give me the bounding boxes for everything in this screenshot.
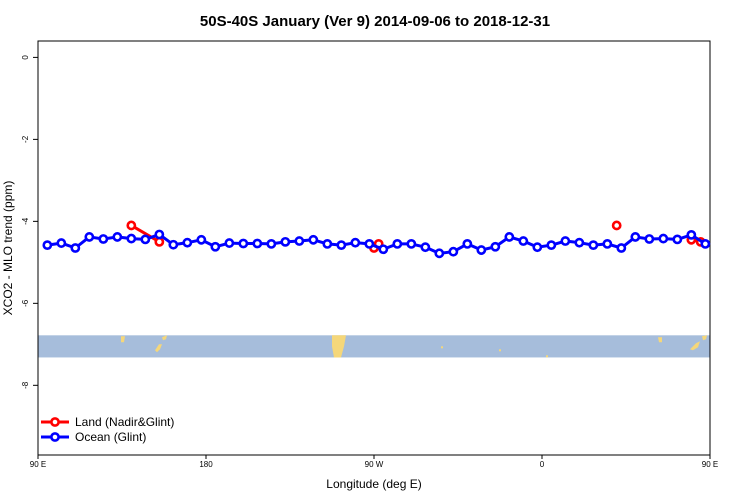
x-axis-label: Longitude (deg E): [326, 477, 421, 491]
y-axis-label: XCO2 - MLO trend (ppm): [1, 181, 15, 316]
ocean-point: [350, 237, 361, 248]
land-patch: [162, 335, 167, 341]
ocean-point: [406, 239, 417, 249]
ocean-point: [210, 241, 221, 252]
ocean-point: [84, 232, 95, 242]
land-patch: [121, 336, 125, 343]
ocean-point: [56, 238, 67, 248]
ocean-point: [532, 242, 543, 253]
ocean-point: [42, 240, 53, 251]
ocean-point: [658, 233, 669, 244]
ocean-point: [392, 239, 403, 249]
x-tick-label: 90 E: [30, 460, 46, 469]
ocean-point: [294, 236, 305, 246]
y-axis: 0 -2 -4 -6 -8: [21, 55, 38, 389]
y-tick-label: -8: [21, 381, 30, 389]
y-tick-label: -2: [21, 135, 30, 143]
x-axis: 90 E 180 90 W 0 90 E: [30, 455, 718, 469]
ocean-point: [476, 245, 487, 255]
land-patch: [690, 341, 700, 351]
land-patch: [702, 335, 707, 341]
ocean-point: [602, 239, 613, 249]
ocean-point: [490, 241, 501, 252]
ocean-point: [238, 238, 249, 249]
ocean-point: [266, 239, 277, 249]
ocean-point: [140, 234, 151, 245]
ocean-point: [616, 243, 627, 253]
ocean-point: [112, 232, 123, 242]
ocean-point: [462, 239, 473, 249]
ocean-point: [630, 232, 641, 242]
legend-marker: [50, 432, 60, 442]
ocean-point: [308, 234, 319, 245]
series-lines: [42, 220, 711, 259]
ocean-point: [154, 229, 165, 240]
x-tick-label: 90 W: [365, 460, 384, 469]
ocean-point: [560, 236, 571, 246]
ocean-point: [70, 243, 81, 253]
land-patch: [658, 337, 662, 343]
ocean-point: [322, 239, 333, 249]
ocean-point: [196, 234, 207, 245]
ocean-point: [504, 232, 515, 242]
ocean-point: [126, 233, 137, 244]
ocean-point: [546, 240, 557, 251]
legend-label: Land (Nadir&Glint): [75, 415, 174, 429]
land-patch: [155, 344, 162, 353]
chart-title: 50S-40S January (Ver 9) 2014-09-06 to 20…: [200, 13, 550, 30]
ocean-point: [364, 239, 375, 249]
land-patch: [499, 349, 501, 352]
ocean-point: [168, 239, 179, 250]
ocean-point: [378, 244, 389, 255]
legend-marker: [50, 417, 60, 427]
land-patch: [332, 335, 346, 358]
land-point: [126, 220, 137, 231]
ocean-point: [252, 238, 263, 249]
ocean-point: [588, 240, 599, 251]
ocean-point: [280, 236, 291, 247]
land-patch: [441, 346, 443, 349]
land-point: [611, 220, 622, 231]
x-tick-label: 90 E: [702, 460, 718, 469]
ocean-point: [518, 236, 529, 246]
land-band: [38, 335, 710, 358]
ocean-point: [700, 239, 711, 249]
legend: Land (Nadir&Glint)Ocean (Glint): [41, 415, 174, 444]
ocean-point: [574, 237, 585, 248]
y-tick-label: 0: [21, 55, 30, 60]
ocean-point: [448, 246, 459, 257]
ocean-point: [644, 234, 655, 244]
ocean-point: [336, 240, 347, 251]
x-tick-label: 180: [199, 460, 213, 469]
ocean-point: [182, 237, 193, 248]
x-tick-label: 0: [540, 460, 545, 469]
land-patch: [546, 355, 548, 358]
ocean-point: [98, 234, 109, 244]
land-line: [130, 224, 161, 244]
ocean-point: [224, 238, 235, 248]
ocean-point: [434, 248, 445, 259]
ocean-point: [672, 234, 683, 245]
ocean-band: [38, 335, 710, 358]
legend-label: Ocean (Glint): [75, 430, 146, 444]
y-tick-label: -4: [21, 217, 30, 225]
ocean-point: [420, 242, 431, 253]
ocean-point: [686, 229, 697, 240]
y-tick-label: -6: [21, 299, 30, 307]
